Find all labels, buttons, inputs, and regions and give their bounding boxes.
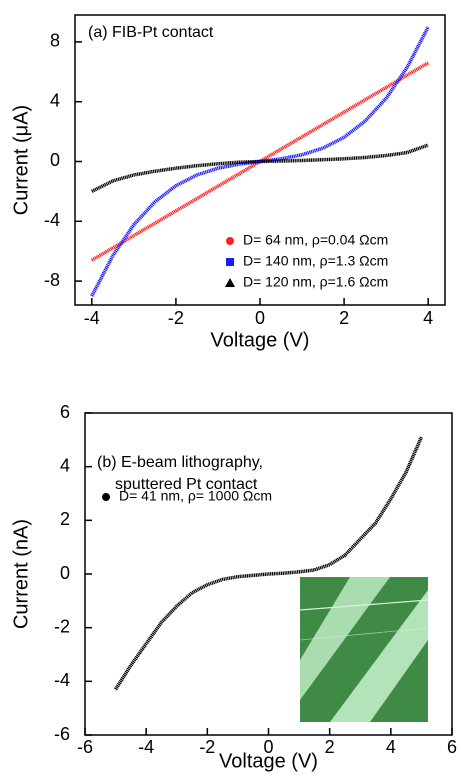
y-tick-label: 6 — [60, 402, 70, 422]
y-tick-label: 4 — [60, 455, 70, 475]
x-tick-label: -2 — [199, 737, 215, 757]
legend-label: D= 120 nm, ρ=1.6 Ωcm — [243, 274, 388, 290]
inset-image — [300, 577, 428, 722]
y-tick-label: 0 — [60, 563, 70, 583]
y-tick-label: 0 — [50, 150, 60, 170]
y-tick-label: 8 — [50, 31, 60, 51]
legend-marker — [226, 237, 234, 245]
x-tick-label: -6 — [77, 737, 93, 757]
legend-marker — [225, 278, 235, 287]
y-tick-label: -8 — [44, 270, 60, 290]
legend-label: D= 64 nm, ρ=0.04 Ωcm — [243, 232, 388, 248]
y-tick-label: -4 — [54, 670, 70, 690]
data-line — [90, 26, 430, 297]
y-tick-label: -6 — [54, 724, 70, 744]
data-line — [114, 436, 424, 691]
x-tick-label: -4 — [84, 308, 100, 328]
y-tick-label: 4 — [50, 90, 60, 110]
y-tick-label: 2 — [60, 509, 70, 529]
x-tick-label: 6 — [447, 737, 457, 757]
y-axis-label: Current (nA) — [10, 519, 32, 629]
x-axis-label: Voltage (V) — [211, 329, 310, 351]
x-tick-label: 2 — [339, 308, 349, 328]
y-tick-label: -2 — [54, 616, 70, 636]
legend-label: D= 140 nm, ρ=1.3 Ωcm — [243, 253, 388, 269]
annotation: sputtered Pt contact — [115, 476, 258, 493]
legend-marker — [226, 258, 234, 266]
x-tick-label: -2 — [168, 308, 184, 328]
legend-label: D= 41 nm, ρ= 1000 Ωcm — [119, 488, 272, 504]
legend-marker — [102, 493, 110, 501]
x-tick-label: 4 — [423, 308, 433, 328]
y-tick-label: -4 — [44, 210, 60, 230]
x-tick-label: 4 — [386, 737, 396, 757]
y-axis-label: Current (μA) — [10, 105, 32, 215]
x-tick-label: 0 — [263, 737, 273, 757]
x-axis-label: Voltage (V) — [219, 750, 318, 772]
x-tick-label: 2 — [325, 737, 335, 757]
annotation: (b) E-beam lithography, — [97, 454, 263, 471]
data-line — [91, 143, 429, 193]
annotation: (a) FIB-Pt contact — [88, 24, 214, 41]
x-tick-label: -4 — [138, 737, 154, 757]
x-tick-label: 0 — [255, 308, 265, 328]
